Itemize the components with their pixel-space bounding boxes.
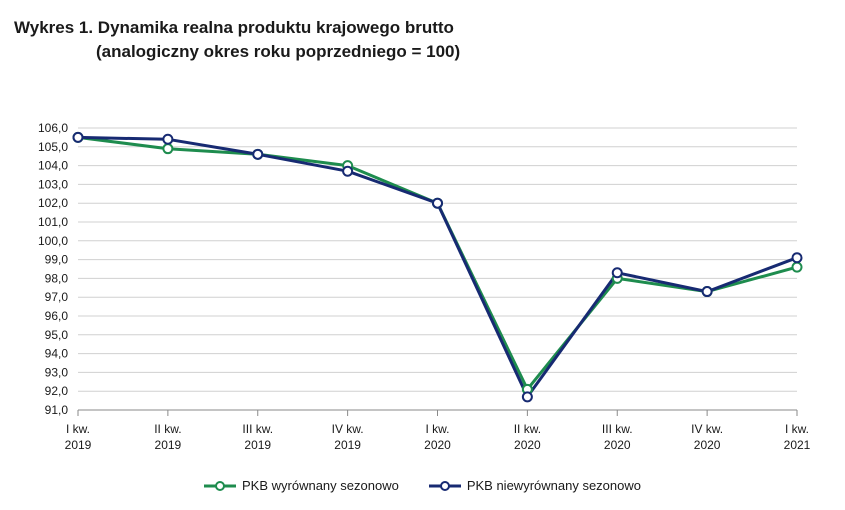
series-1-point: [432, 197, 443, 209]
x-tick-label-year: 2020: [424, 438, 451, 452]
x-tick-label-quarter: IV kw.: [332, 422, 364, 436]
series-1-point: [521, 391, 533, 403]
series-0-point: [791, 261, 803, 273]
y-tick-label: 95,0: [45, 328, 69, 342]
y-tick-label: 102,0: [38, 196, 68, 210]
y-tick-label: 105,0: [38, 140, 68, 154]
y-tick-label: 101,0: [38, 215, 68, 229]
x-tick-label-year: 2019: [244, 438, 271, 452]
chart-title-line-1: Wykres 1. Dynamika realna produktu krajo…: [14, 18, 454, 37]
x-tick-label-year: 2021: [784, 438, 811, 452]
x-tick-label-quarter: III kw.: [242, 422, 273, 436]
x-tick-label-quarter: II kw.: [514, 422, 541, 436]
x-tick-label-quarter: III kw.: [602, 422, 633, 436]
series-1-point: [701, 286, 713, 298]
legend-item-not-seasonally-adjusted: PKB niewyrównany sezonowo: [428, 478, 641, 493]
legend-item-seasonally-adjusted: PKB wyrównany sezonowo: [204, 478, 399, 493]
series-1-point: [162, 133, 174, 145]
x-tick-label-year: 2020: [514, 438, 541, 452]
series-1-point: [791, 252, 803, 264]
x-tick-label-year: 2019: [65, 438, 92, 452]
x-tick-label-quarter: I kw.: [425, 422, 449, 436]
legend-label-seasonally-adjusted: PKB wyrównany sezonowo: [242, 478, 399, 493]
y-tick-label: 93,0: [45, 365, 69, 379]
legend-marker-seasonally-adjusted: [204, 480, 237, 491]
chart-title-line-2: (analogiczny okres roku poprzedniego = 1…: [96, 42, 461, 61]
series-0-point: [162, 143, 174, 155]
series-1-point: [611, 267, 623, 279]
y-tick-label: 96,0: [45, 309, 69, 323]
y-tick-label: 94,0: [45, 347, 69, 361]
y-tick-label: 106,0: [38, 121, 68, 135]
y-tick-label: 92,0: [45, 384, 69, 398]
x-tick-label-quarter: IV kw.: [691, 422, 723, 436]
legend-marker-not-seasonally-adjusted: [428, 480, 461, 491]
y-tick-label: 91,0: [45, 403, 69, 417]
legend-label-not-seasonally-adjusted: PKB niewyrównany sezonowo: [466, 478, 641, 493]
x-tick-label-quarter: I kw.: [785, 422, 809, 436]
y-tick-label: 103,0: [38, 177, 68, 191]
x-tick-label-year: 2019: [334, 438, 361, 452]
x-tick-label-year: 2019: [155, 438, 182, 452]
y-tick-label: 104,0: [38, 159, 68, 173]
series-line-1: [76, 135, 799, 399]
x-tick-label-year: 2020: [604, 438, 631, 452]
series-1-point: [342, 165, 354, 177]
x-tick-label-quarter: II kw.: [154, 422, 181, 436]
series-1-point: [252, 148, 264, 160]
chart-legend: PKB wyrównany sezonowo PKB niewyrównany …: [0, 478, 845, 493]
x-tick-label-year: 2020: [694, 438, 721, 452]
y-tick-label: 97,0: [45, 290, 69, 304]
series-line-0: [76, 135, 799, 391]
y-tick-label: 100,0: [38, 234, 68, 248]
y-tick-label: 99,0: [45, 253, 69, 267]
series-1-point: [72, 131, 84, 143]
x-tick-label-quarter: I kw.: [66, 422, 90, 436]
y-tick-label: 98,0: [45, 271, 69, 285]
chart-title: Wykres 1. Dynamika realna produktu krajo…: [14, 16, 460, 64]
